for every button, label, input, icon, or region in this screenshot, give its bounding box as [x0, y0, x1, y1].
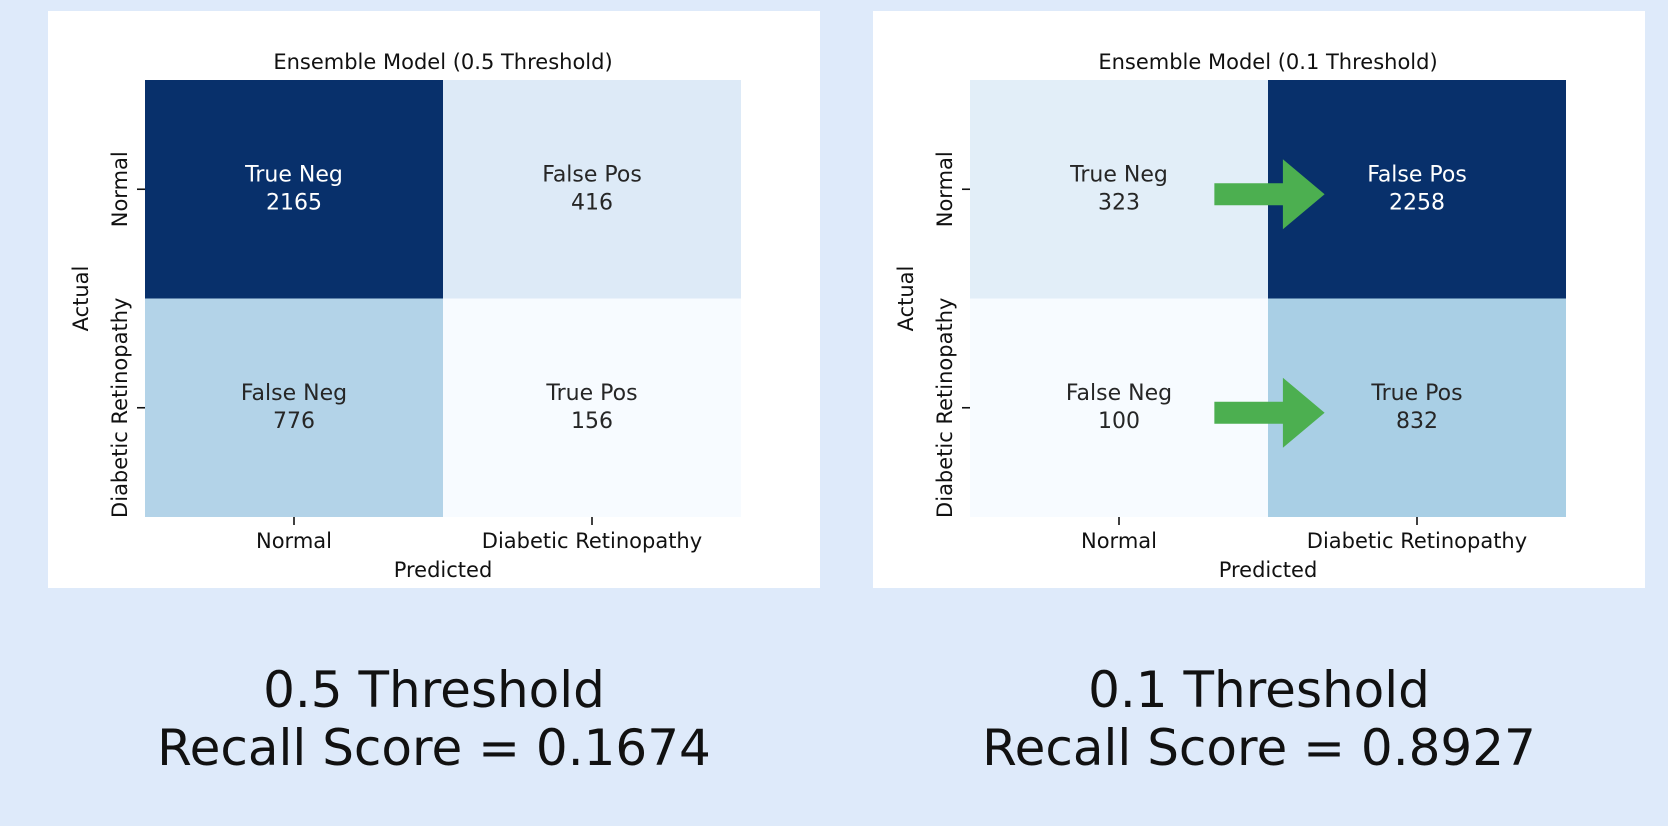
right-arrow-icon: [1214, 377, 1325, 448]
cell-value: 2165: [266, 190, 322, 215]
y-axis-label: Actual: [894, 266, 918, 332]
recall-score-label: Recall Score = 0.1674: [157, 718, 711, 777]
threshold-label: 0.5 Threshold: [263, 661, 605, 719]
chart-title: Ensemble Model (0.1 Threshold): [1098, 50, 1437, 74]
x-tick-label: Diabetic Retinopathy: [1307, 529, 1527, 553]
y-axis-label: Actual: [69, 266, 93, 332]
heatmap-cell: [145, 80, 443, 299]
cell-label: False Pos: [1367, 162, 1467, 187]
cell-value: 100: [1098, 409, 1140, 434]
cell-value: 156: [571, 409, 613, 434]
confusion-matrix-chart-left: Ensemble Model (0.5 Threshold) True Neg 21…: [69, 50, 741, 582]
heatmap-cell: [443, 298, 741, 517]
caption-right: 0.1 Threshold Recall Score = 0.8927: [873, 661, 1645, 777]
y-tick-label: Diabetic Retinopathy: [933, 298, 957, 518]
cell-value: 323: [1098, 190, 1140, 215]
threshold-label: 0.1 Threshold: [1088, 661, 1430, 719]
y-tick-label: Normal: [933, 151, 957, 227]
cell-label: False Neg: [1066, 381, 1172, 406]
confusion-matrix-panel-left: Ensemble Model (0.5 Threshold) True Neg 21…: [48, 11, 820, 588]
recall-score-label: Recall Score = 0.8927: [982, 718, 1536, 777]
confusion-matrix-panel-right: Ensemble Model (0.1 Threshold) True Neg 32…: [873, 11, 1645, 588]
heatmap-cell: [443, 80, 741, 299]
cell-value: 2258: [1389, 190, 1445, 215]
cell-label: False Neg: [241, 381, 347, 406]
cell-value: 776: [273, 409, 315, 434]
right-arrow-icon: [1214, 159, 1325, 230]
cell-label: True Pos: [1370, 381, 1462, 406]
x-axis-label: Predicted: [1219, 558, 1318, 582]
chart-title: Ensemble Model (0.5 Threshold): [273, 50, 612, 74]
cell-value: 832: [1396, 409, 1438, 434]
caption-left: 0.5 Threshold Recall Score = 0.1674: [48, 661, 820, 777]
heatmap-cell: [145, 298, 443, 517]
cell-value: 416: [571, 190, 613, 215]
y-tick-label: Diabetic Retinopathy: [108, 298, 132, 518]
cell-label: True Neg: [1069, 162, 1168, 187]
x-tick-label: Normal: [256, 529, 332, 553]
x-tick-label: Diabetic Retinopathy: [482, 529, 702, 553]
y-tick-label: Normal: [108, 151, 132, 227]
confusion-matrix-chart-right: Ensemble Model (0.1 Threshold) True Neg 32…: [894, 50, 1566, 582]
cell-label: True Neg: [244, 162, 343, 187]
cell-label: True Pos: [545, 381, 637, 406]
cell-label: False Pos: [542, 162, 642, 187]
x-axis-label: Predicted: [394, 558, 493, 582]
x-tick-label: Normal: [1081, 529, 1157, 553]
